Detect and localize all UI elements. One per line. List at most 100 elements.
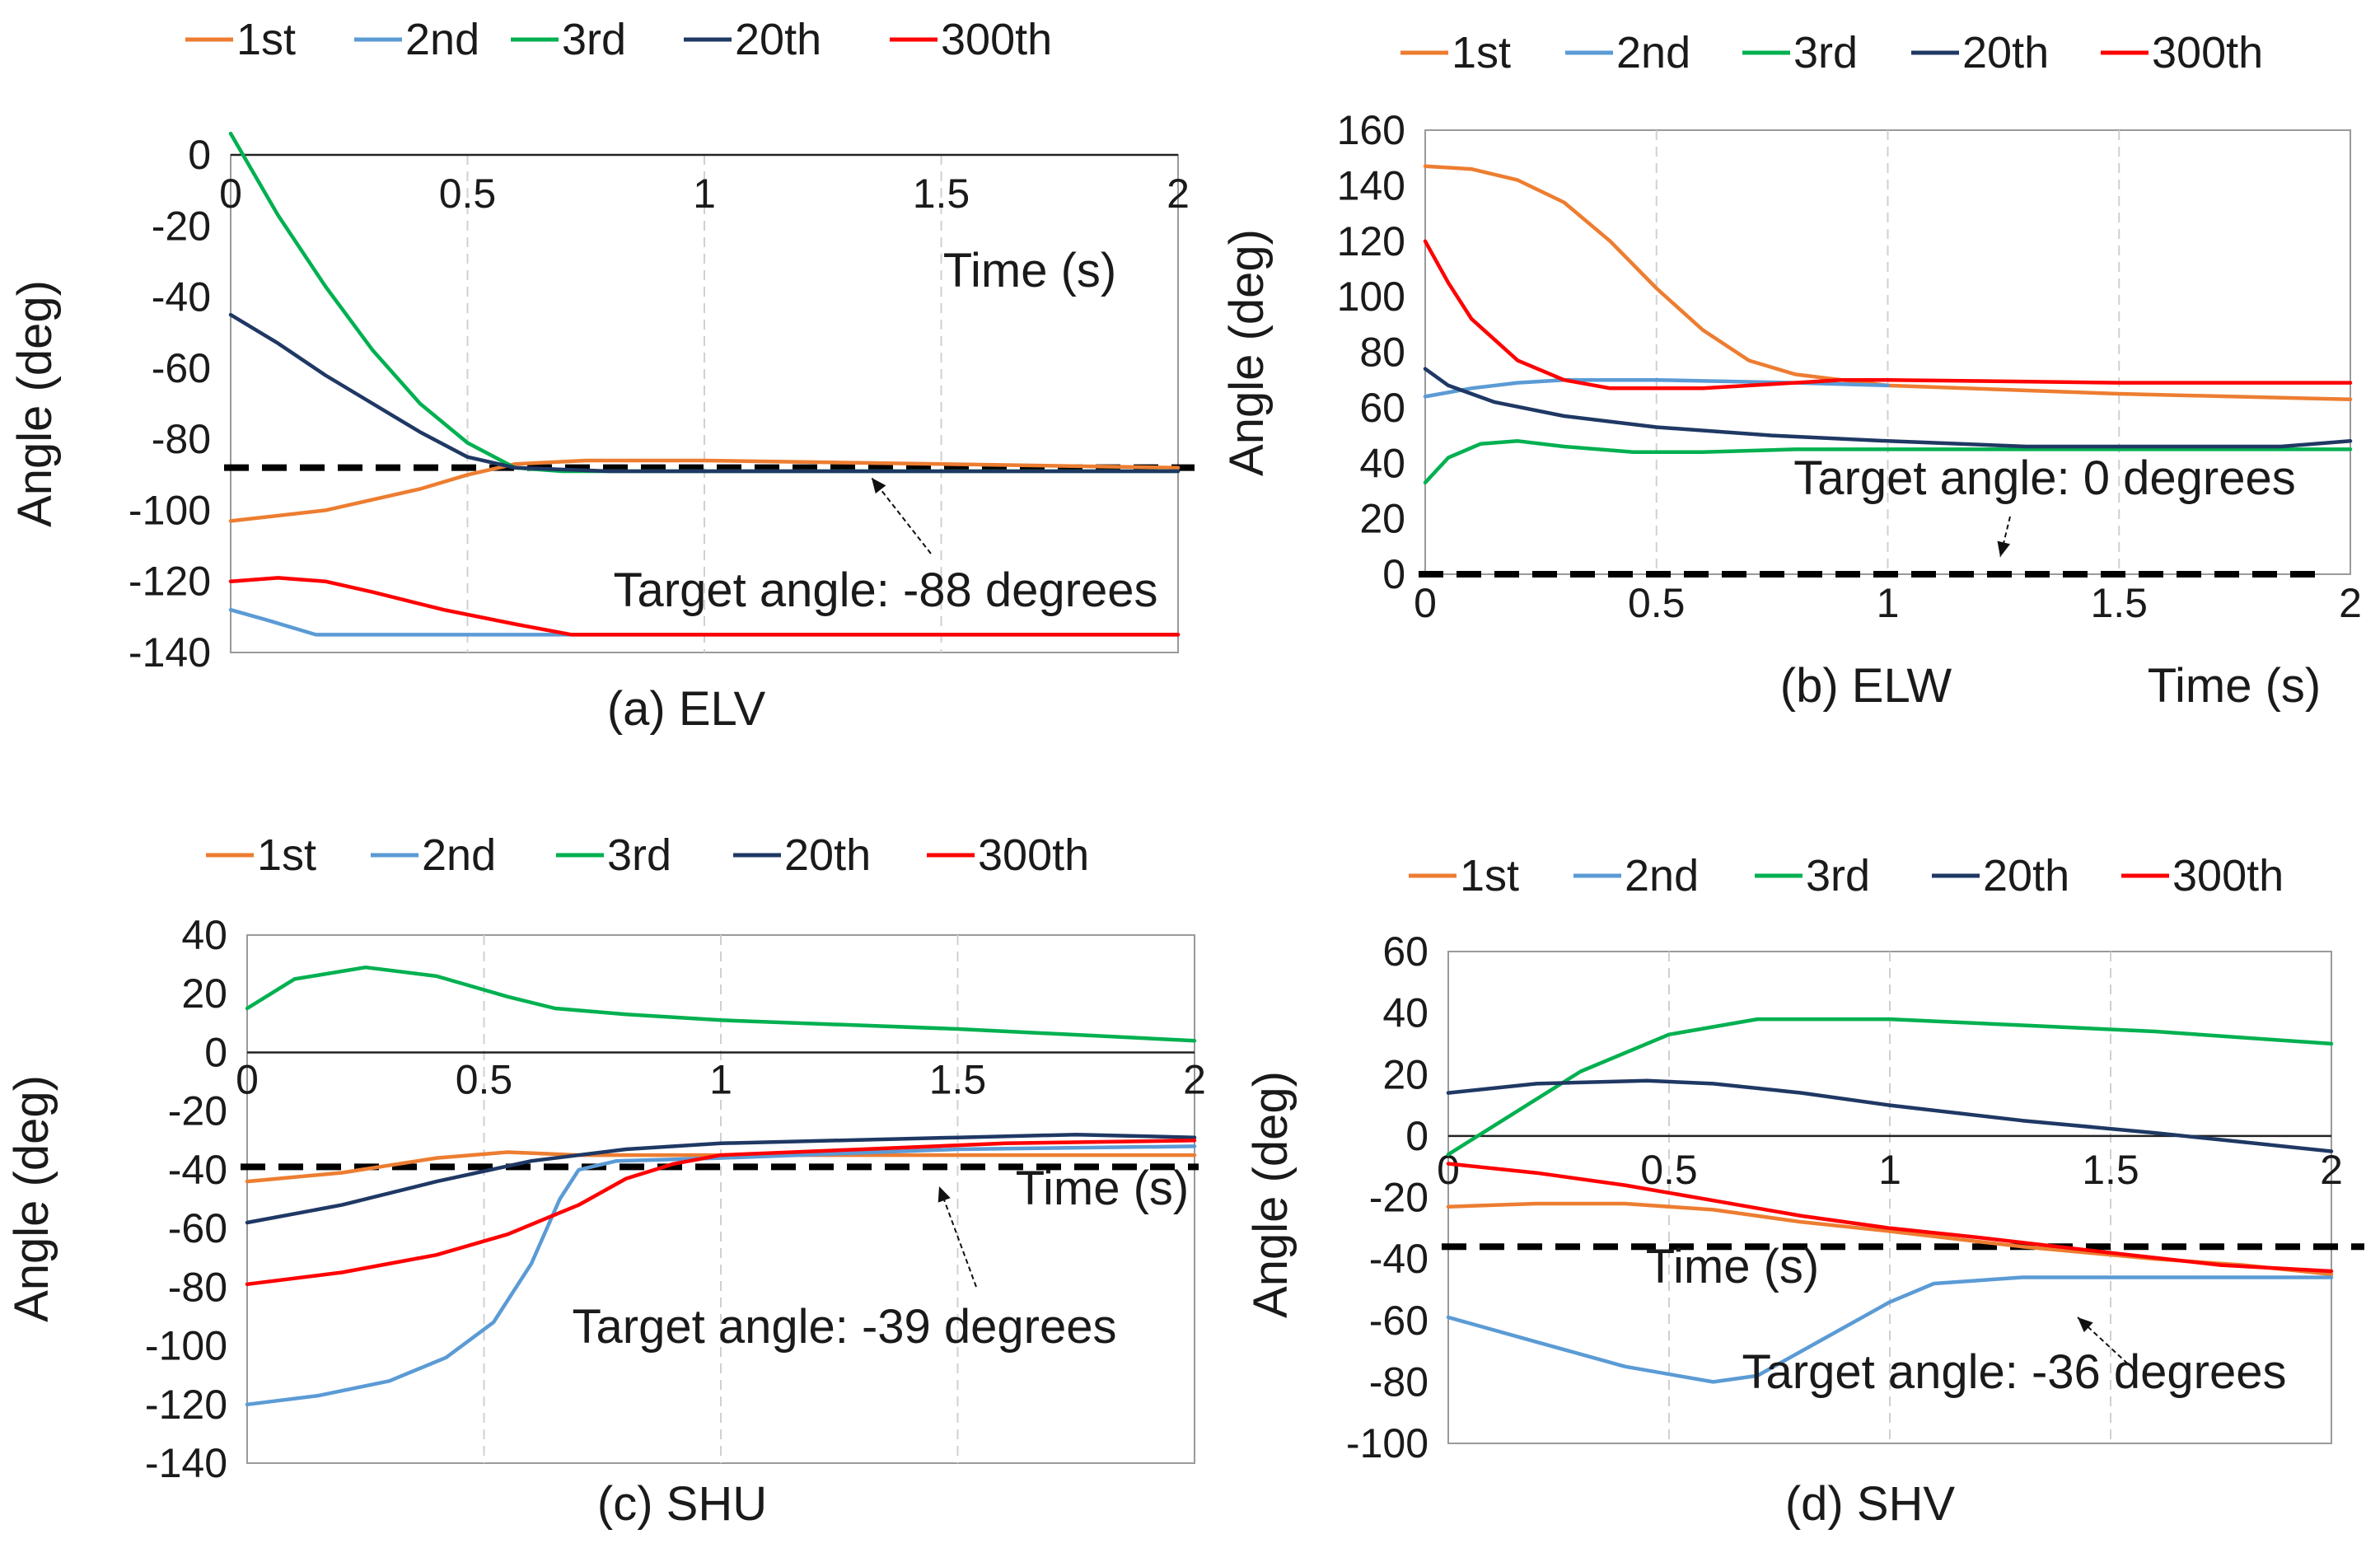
y-tick-label: -100 <box>145 1323 227 1369</box>
series-line-300th <box>228 576 1181 637</box>
target-arrow-head <box>938 1186 951 1203</box>
legend-label-20th: 20th <box>735 15 821 64</box>
legend-label-300th: 300th <box>2152 28 2263 77</box>
y-tick-label: 120 <box>1337 218 1405 264</box>
x-tick-label: 1.5 <box>913 171 970 217</box>
y-tick-label: 60 <box>1359 385 1405 431</box>
y-tick-label: -60 <box>168 1205 227 1251</box>
chart-caption: (c) SHU <box>597 1477 767 1531</box>
y-tick-label: -40 <box>168 1147 227 1193</box>
target-arrow <box>938 1186 977 1288</box>
legend-label-2nd: 2nd <box>1625 851 1699 900</box>
legend-label-300th: 300th <box>978 830 1089 880</box>
x-tick-label: 0 <box>219 171 242 217</box>
legend-label-1st: 1st <box>1452 28 1511 77</box>
series-line-20th <box>1423 367 2353 449</box>
target-angle-label: Target angle: -88 degrees <box>614 564 1158 617</box>
target-arrow-head <box>872 478 886 494</box>
y-tick-label: 20 <box>1382 1051 1428 1097</box>
x-tick-label: 1 <box>1877 580 1900 626</box>
y-tick-label: 140 <box>1337 162 1405 208</box>
series-line-300th <box>1446 1162 2334 1274</box>
y-tick-label: -120 <box>129 559 211 605</box>
x-tick-label: 2 <box>2339 580 2362 626</box>
legend-label-300th: 300th <box>941 15 1052 64</box>
y-tick-label: -40 <box>152 274 211 320</box>
chart-caption: (d) SHV <box>1785 1477 1956 1531</box>
y-tick-label: -60 <box>1369 1298 1428 1344</box>
target-arrow <box>2077 1317 2135 1370</box>
series-line-3rd <box>245 965 1197 1043</box>
x-tick-label: 0.5 <box>1640 1147 1698 1193</box>
series-line-20th <box>228 312 1181 474</box>
target-arrow-head <box>1997 540 2011 557</box>
series-line-20th <box>245 1132 1197 1225</box>
series-line-20th <box>1446 1078 2334 1153</box>
y-tick-label: 20 <box>1359 496 1405 542</box>
x-tick-label: 0.5 <box>456 1056 513 1102</box>
x-tick-label: 2 <box>2320 1147 2343 1193</box>
legend-label-2nd: 2nd <box>422 830 496 880</box>
legend-label-20th: 20th <box>1962 28 2049 77</box>
y-tick-label: 0 <box>1405 1113 1428 1159</box>
x-tick-label: 1.5 <box>2082 1147 2139 1193</box>
legend-label-20th: 20th <box>1983 851 2069 900</box>
y-axis-title: Angle (deg) <box>1244 1071 1298 1318</box>
y-axis-title: Angle (deg) <box>1220 229 1274 476</box>
x-tick-label: 1.5 <box>929 1056 987 1102</box>
legend-label-3rd: 3rd <box>562 15 626 64</box>
target-arrow-head <box>2078 1317 2093 1333</box>
x-axis-title: Time (s) <box>2148 659 2321 713</box>
legend-label-1st: 1st <box>257 830 316 880</box>
x-axis-title: Time (s) <box>1646 1240 1819 1293</box>
legend-label-20th: 20th <box>784 830 871 880</box>
y-tick-label: -80 <box>168 1264 227 1310</box>
series-line-3rd <box>1446 1017 2334 1157</box>
y-tick-label: 40 <box>1359 440 1405 486</box>
x-axis-title: Time (s) <box>943 244 1116 297</box>
x-tick-label: 1 <box>693 171 716 217</box>
y-tick-label: 40 <box>181 912 227 958</box>
y-tick-label: -20 <box>1369 1175 1428 1221</box>
legend-label-1st: 1st <box>1460 851 1519 900</box>
y-tick-label: -80 <box>152 416 211 462</box>
y-axis-title: Angle (deg) <box>8 280 62 527</box>
y-tick-label: -100 <box>1346 1420 1428 1466</box>
series-line-2nd <box>1446 1275 2334 1384</box>
series-line-300th <box>1423 239 2353 391</box>
y-tick-label: 0 <box>1382 551 1405 597</box>
series-line-3rd <box>1423 439 2353 485</box>
y-axis-title: Angle (deg) <box>5 1075 58 1322</box>
y-tick-label: 60 <box>1382 928 1428 975</box>
y-tick-label: 40 <box>1382 990 1428 1036</box>
series-line-2nd <box>245 1144 1197 1407</box>
y-tick-label: 0 <box>204 1029 227 1075</box>
x-tick-label: 0 <box>1414 580 1437 626</box>
y-tick-label: -20 <box>168 1088 227 1134</box>
legend-label-3rd: 3rd <box>1793 28 1858 77</box>
series-line-1st <box>245 1150 1197 1184</box>
series-line-1st <box>228 458 1181 523</box>
y-tick-label: -60 <box>152 345 211 391</box>
x-tick-label: 2 <box>1167 171 1190 217</box>
y-tick-label: 20 <box>181 970 227 1017</box>
x-tick-label: 1 <box>709 1056 732 1102</box>
x-tick-label: 0.5 <box>439 171 497 217</box>
x-tick-label: 1 <box>1878 1147 1901 1193</box>
y-tick-label: -120 <box>145 1382 227 1428</box>
y-tick-label: -140 <box>145 1440 227 1486</box>
target-angle-label: Target angle: -39 degrees <box>573 1300 1117 1354</box>
legend-label-2nd: 2nd <box>1616 28 1690 77</box>
target-angle-label: Target angle: -36 degrees <box>1742 1345 2287 1399</box>
x-tick-label: 0 <box>236 1056 259 1102</box>
legend-label-2nd: 2nd <box>405 15 479 64</box>
y-tick-label: 100 <box>1337 274 1405 320</box>
legend-label-300th: 300th <box>2172 851 2284 900</box>
y-tick-label: -20 <box>152 203 211 249</box>
y-tick-label: 0 <box>188 132 211 178</box>
series-line-300th <box>245 1139 1197 1287</box>
legend-label-3rd: 3rd <box>607 830 671 880</box>
